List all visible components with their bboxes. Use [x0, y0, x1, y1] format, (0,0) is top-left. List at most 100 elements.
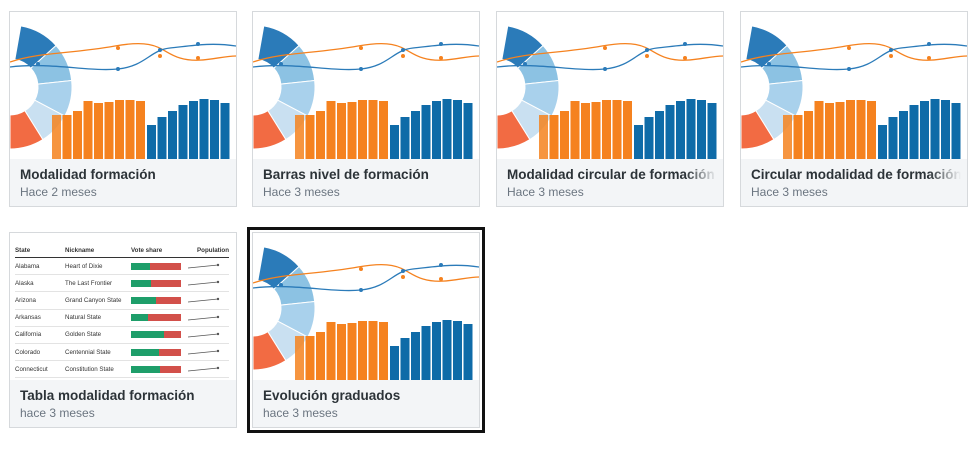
vote-share-cell	[131, 314, 187, 322]
orange-bar	[539, 115, 548, 159]
state-cell: Colorado	[15, 348, 41, 356]
table-row: Connecticut Constitution State	[15, 361, 229, 379]
orange-line-point	[439, 277, 443, 281]
visualization-card[interactable]: Modalidad circular de formación Hace 3 m…	[496, 11, 724, 207]
vote-share-cell	[131, 262, 187, 270]
blue-bar	[147, 125, 156, 159]
card-title: Tabla modalidad formación	[20, 388, 195, 403]
blue-line-point	[158, 48, 162, 52]
orange-bar	[73, 111, 82, 159]
blue-line-point	[439, 263, 443, 267]
orange-bar	[602, 100, 611, 159]
orange-line-point	[927, 56, 931, 60]
state-cell: Connecticut	[15, 365, 48, 373]
nickname-cell: Natural State	[65, 314, 102, 322]
blue-bar	[655, 111, 664, 159]
card-title: Modalidad circular de formación	[507, 167, 715, 182]
card-date: Hace 3 meses	[751, 185, 828, 199]
population-sparkline	[187, 315, 220, 321]
orange-line-point	[603, 46, 607, 50]
vote-share-red	[160, 365, 181, 373]
blue-bar	[686, 99, 696, 159]
column-header: Vote share	[131, 247, 163, 254]
blue-bar	[453, 100, 462, 159]
blue-line-point	[927, 42, 931, 46]
vote-share-green	[131, 314, 148, 322]
orange-line-point	[158, 54, 162, 58]
chart-illustration	[497, 25, 723, 159]
blue-bar	[220, 103, 230, 159]
blue-line-point	[359, 67, 363, 71]
blue-line-point	[401, 269, 405, 273]
population-sparkline	[187, 349, 220, 355]
visualization-card[interactable]: Circular modalidad de formación Hace 3 m…	[740, 11, 968, 207]
population-sparkline	[187, 263, 220, 269]
population-cell	[187, 365, 229, 373]
chart-thumbnail	[253, 12, 479, 159]
orange-bar	[570, 101, 580, 159]
blue-bar	[400, 117, 410, 159]
blue-line-point	[439, 42, 443, 46]
orange-line-point	[116, 46, 120, 50]
table-row: Colorado Centennial State	[15, 344, 229, 362]
orange-bar	[316, 332, 325, 380]
blue-bar	[463, 324, 473, 380]
orange-bar	[379, 322, 388, 380]
vote-share-bar	[131, 348, 181, 356]
vote-share-bar	[131, 331, 181, 339]
orange-line-point	[889, 54, 893, 58]
blue-bar	[157, 117, 167, 159]
orange-bar	[347, 102, 357, 159]
vote-share-cell	[131, 296, 187, 304]
visualization-card[interactable]: Barras nivel de formación Hace 3 meses	[252, 11, 480, 207]
orange-line	[497, 42, 723, 63]
orange-bar	[104, 102, 114, 159]
population-sparkline	[187, 281, 220, 286]
population-cell	[187, 279, 229, 287]
orange-bar	[115, 100, 124, 159]
orange-bar	[867, 101, 876, 159]
blue-line-point	[401, 48, 405, 52]
visualization-card[interactable]: State Nickname Vote share Population Ala…	[9, 232, 237, 428]
orange-line-point	[359, 46, 363, 50]
blue-line-point	[196, 42, 200, 46]
vote-share-green	[131, 348, 159, 356]
orange-line	[253, 42, 479, 63]
card-title: Barras nivel de formación	[263, 167, 429, 182]
vote-share-bar	[131, 296, 181, 304]
donut-segment	[741, 110, 775, 150]
blue-line-point	[523, 62, 527, 66]
orange-line-point	[401, 54, 405, 58]
orange-bar	[581, 103, 590, 159]
visualization-card-selected[interactable]: Evolución graduados hace 3 meses	[247, 227, 485, 433]
visualization-card[interactable]: Modalidad formación Hace 2 meses	[9, 11, 237, 207]
blue-bar	[390, 125, 399, 159]
orange-line-point	[401, 275, 405, 279]
table-row: Arkansas Natural State	[15, 310, 229, 327]
donut-segment	[10, 110, 44, 150]
vote-share-green	[131, 279, 151, 287]
blue-bar	[909, 105, 919, 159]
state-cell: Alabama	[15, 262, 40, 270]
blue-line-point	[889, 48, 893, 52]
orange-line-point	[439, 56, 443, 60]
blue-bar	[411, 111, 420, 159]
orange-bar	[316, 111, 325, 159]
blue-bar	[168, 111, 177, 159]
vote-share-cell	[131, 348, 187, 356]
blue-bar	[189, 101, 198, 159]
population-cell	[187, 262, 229, 270]
orange-bar	[305, 336, 315, 380]
blue-line-point	[847, 67, 851, 71]
orange-bar	[52, 115, 61, 159]
population-sparkline	[187, 332, 220, 338]
population-cell	[187, 296, 229, 304]
blue-bar	[178, 105, 188, 159]
blue-bar	[930, 99, 940, 159]
vote-share-bar	[131, 279, 181, 287]
blue-bar	[634, 125, 643, 159]
orange-bar	[305, 115, 315, 159]
orange-bar	[136, 101, 145, 159]
chart-illustration	[253, 246, 479, 380]
orange-line-point	[683, 56, 687, 60]
